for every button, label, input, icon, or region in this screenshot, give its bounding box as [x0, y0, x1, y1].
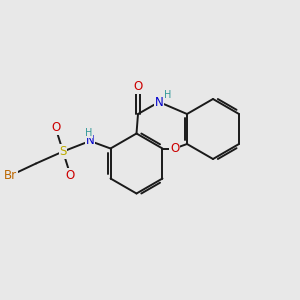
Text: S: S [59, 145, 67, 158]
Text: H: H [164, 89, 171, 100]
Text: O: O [66, 169, 75, 182]
Text: O: O [134, 80, 142, 94]
Text: O: O [51, 121, 60, 134]
Text: H: H [85, 128, 92, 138]
Text: O: O [170, 142, 179, 155]
Text: N: N [154, 95, 164, 109]
Text: Br: Br [4, 169, 17, 182]
Text: N: N [85, 134, 94, 148]
